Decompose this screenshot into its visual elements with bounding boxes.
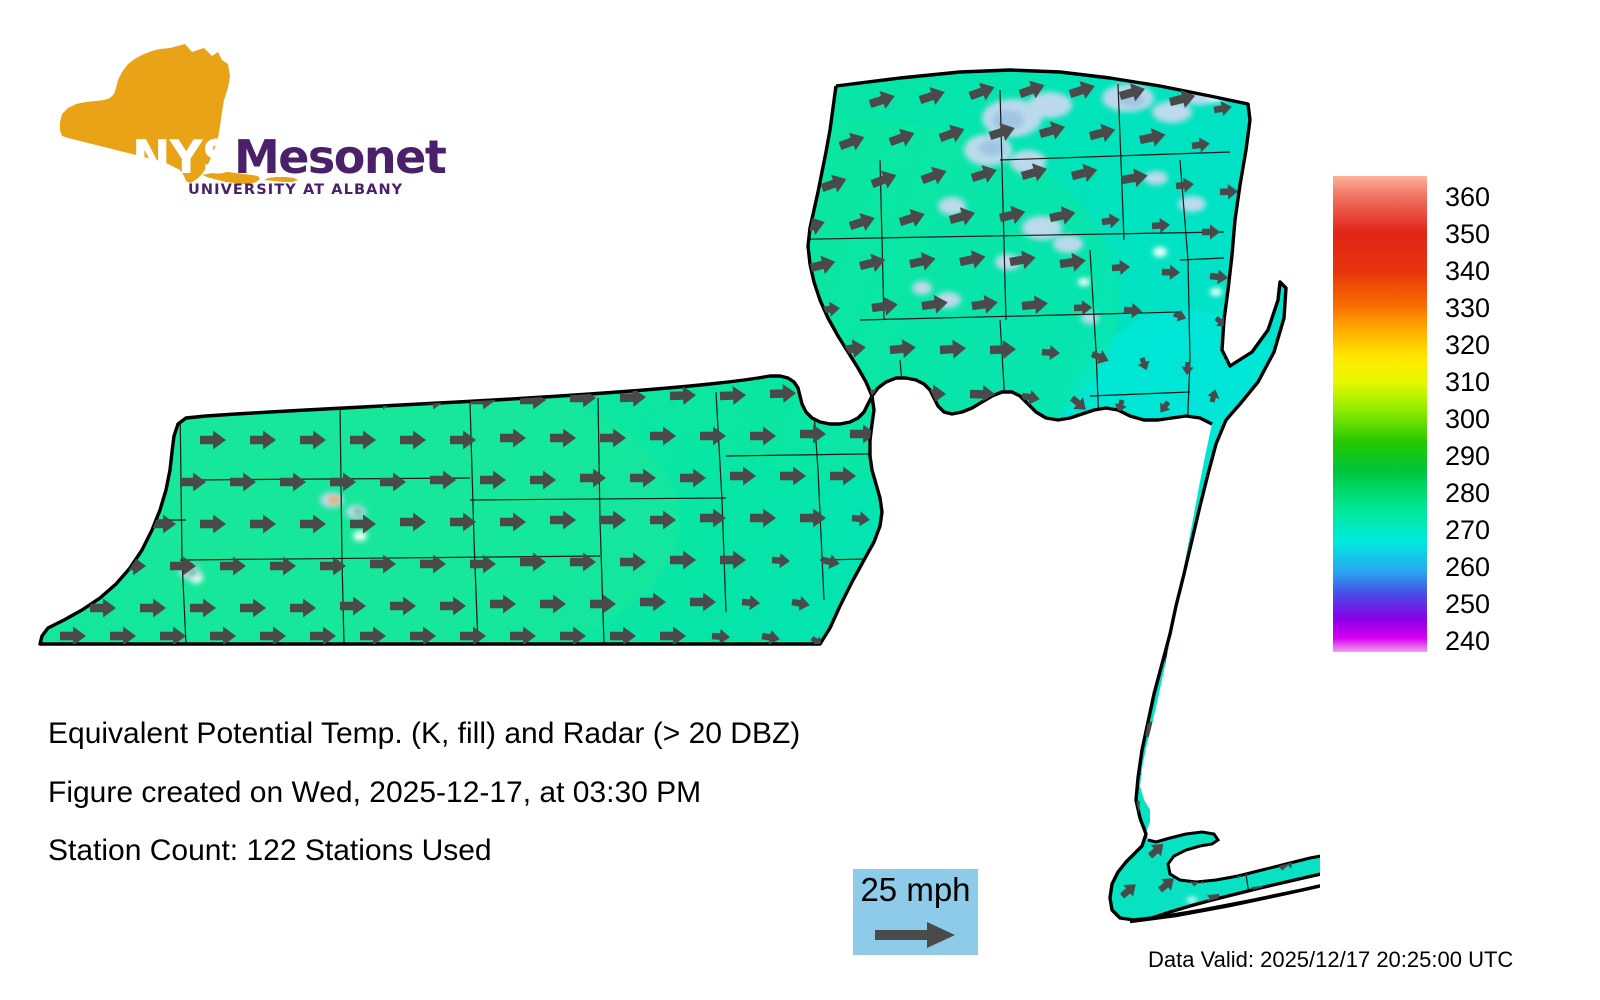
colorbar-tick-250: 250: [1445, 589, 1491, 619]
colorbar-tick-260: 260: [1445, 552, 1491, 582]
colorbar-tick-290: 290: [1445, 441, 1491, 471]
logo-text-mesonet: Mesonet: [233, 130, 447, 184]
logo-text-nys: NYS: [132, 130, 235, 184]
caption-station-count: Station Count: 122 Stations Used: [48, 834, 492, 867]
caption-created-time: Figure created on Wed, 2025-12-17, at 03…: [48, 775, 702, 809]
arrow-right-icon: [875, 922, 955, 948]
nys-mesonet-logo: NYSMesonet UNIVERSITY AT ALBANY: [52, 42, 447, 198]
colorbar-tick-240: 240: [1445, 626, 1491, 656]
colorbar-tick-360: 360: [1445, 182, 1491, 212]
data-valid-timestamp: Data Valid: 2025/12/17 20:25:00 UTC: [1148, 947, 1514, 972]
figure-caption: Equivalent Potential Temp. (K, fill) and…: [48, 718, 908, 894]
colorbar-gradient-strip: [1333, 176, 1427, 652]
colorbar-tick-300: 300: [1445, 404, 1491, 434]
logo-wordmark: NYSMesonet: [132, 130, 447, 184]
colorbar-tick-340: 340: [1445, 256, 1491, 286]
colorbar-tick-310: 310: [1445, 367, 1491, 397]
wind-speed-legend: 25 mph: [853, 869, 978, 955]
colorbar-tick-320: 320: [1445, 330, 1491, 360]
wind-legend-label: 25 mph: [860, 871, 971, 908]
colorbar-tick-350: 350: [1445, 219, 1491, 249]
colorbar-tick-330: 330: [1445, 293, 1491, 323]
colorbar-tick-280: 280: [1445, 478, 1491, 508]
new-york-state-logo-shape-icon: [60, 44, 298, 184]
caption-title: Equivalent Potential Temp. (K, fill) and…: [48, 717, 801, 750]
new-york-state-map: [38, 68, 1320, 924]
logo-subtitle: UNIVERSITY AT ALBANY: [188, 182, 404, 198]
colorbar-tick-270: 270: [1445, 515, 1491, 545]
colorbar: 360 350 340 330 320 310 300 290 280 270 …: [1333, 176, 1583, 656]
